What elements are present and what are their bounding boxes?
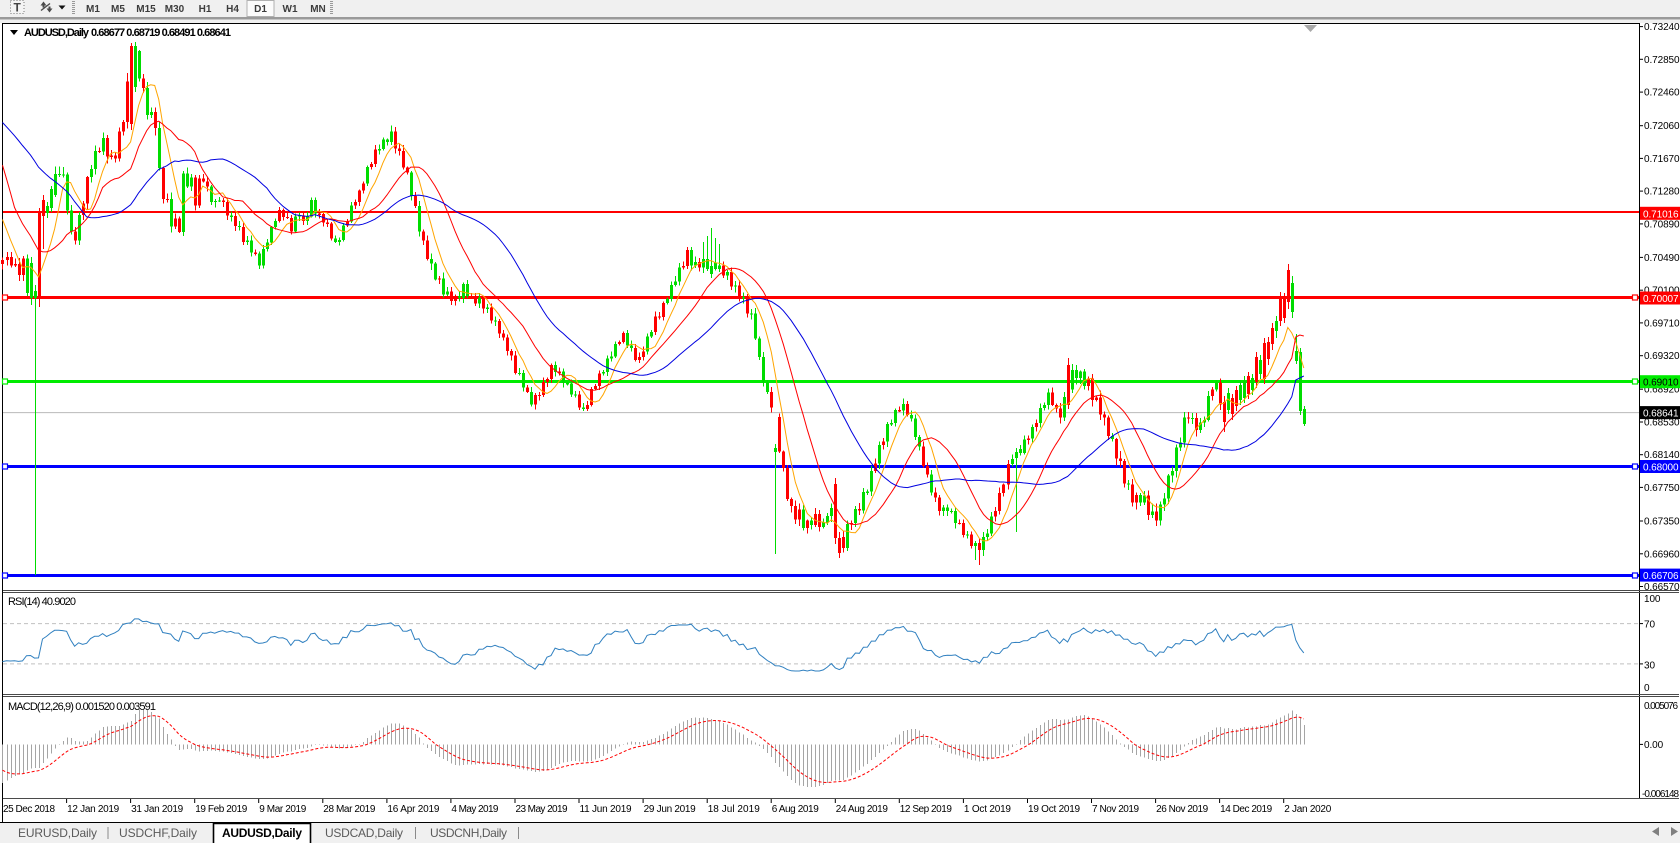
svg-text:24 Aug 2019: 24 Aug 2019 — [836, 804, 889, 815]
svg-text:7 Nov 2019: 7 Nov 2019 — [1092, 804, 1140, 815]
svg-text:0.68920: 0.68920 — [1644, 385, 1680, 396]
svg-text:0.66570: 0.66570 — [1644, 582, 1680, 593]
svg-text:70: 70 — [1644, 620, 1655, 631]
svg-text:0: 0 — [1644, 683, 1650, 694]
svg-text:0.70490: 0.70490 — [1644, 253, 1680, 264]
svg-text:0.71280: 0.71280 — [1644, 187, 1680, 198]
svg-text:0.66960: 0.66960 — [1644, 549, 1680, 560]
svg-text:AUDUSD,Daily: AUDUSD,Daily — [24, 27, 90, 39]
svg-text:0.70890: 0.70890 — [1644, 219, 1680, 230]
svg-text:6 Aug 2019: 6 Aug 2019 — [772, 804, 820, 815]
svg-text:RSI(14) 40.9020: RSI(14) 40.9020 — [8, 596, 76, 608]
svg-text:0.68677 0.68719 0.68491 0.6864: 0.68677 0.68719 0.68491 0.68641 — [91, 27, 231, 39]
svg-text:0.70007: 0.70007 — [1643, 294, 1679, 305]
svg-text:28 Mar 2019: 28 Mar 2019 — [323, 804, 376, 815]
svg-text:0.73240: 0.73240 — [1644, 22, 1680, 33]
svg-text:0.71016: 0.71016 — [1643, 209, 1679, 220]
svg-text:14 Dec 2019: 14 Dec 2019 — [1220, 804, 1273, 815]
svg-text:0.68140: 0.68140 — [1644, 450, 1680, 461]
svg-text:MACD(12,26,9) 0.001520 0.00359: MACD(12,26,9) 0.001520 0.003591 — [8, 701, 156, 713]
svg-text:30: 30 — [1644, 661, 1655, 672]
svg-text:0.72060: 0.72060 — [1644, 121, 1680, 132]
svg-text:0.66706: 0.66706 — [1643, 571, 1679, 582]
svg-text:W1: W1 — [283, 4, 298, 15]
svg-text:0.72850: 0.72850 — [1644, 55, 1680, 66]
svg-text:H4: H4 — [226, 4, 239, 15]
svg-text:USDCAD,Daily: USDCAD,Daily — [325, 826, 403, 840]
svg-text:0.68530: 0.68530 — [1644, 418, 1680, 429]
svg-text:D1: D1 — [254, 4, 267, 15]
svg-text:M30: M30 — [165, 4, 185, 15]
svg-text:H1: H1 — [199, 4, 212, 15]
svg-text:19 Feb 2019: 19 Feb 2019 — [195, 804, 248, 815]
svg-text:0.69320: 0.69320 — [1644, 351, 1680, 362]
svg-text:EURUSD,Daily: EURUSD,Daily — [18, 826, 97, 840]
svg-text:USDCHF,Daily: USDCHF,Daily — [119, 826, 197, 840]
svg-text:AUDUSD,Daily: AUDUSD,Daily — [222, 826, 302, 840]
svg-text:26 Nov 2019: 26 Nov 2019 — [1156, 804, 1209, 815]
svg-text:T: T — [14, 1, 22, 15]
svg-text:9 Mar 2019: 9 Mar 2019 — [259, 804, 307, 815]
svg-text:4 May 2019: 4 May 2019 — [451, 804, 499, 815]
svg-text:0.00: 0.00 — [1644, 740, 1664, 751]
svg-text:USDCNH,Daily: USDCNH,Daily — [430, 826, 507, 840]
svg-text:0.68641: 0.68641 — [1643, 409, 1679, 420]
svg-text:19 Oct 2019: 19 Oct 2019 — [1028, 804, 1081, 815]
svg-text:31 Jan 2019: 31 Jan 2019 — [131, 804, 184, 815]
svg-text:25 Dec 2018: 25 Dec 2018 — [3, 804, 56, 815]
svg-text:M15: M15 — [136, 4, 156, 15]
svg-text:MN: MN — [310, 4, 326, 15]
svg-text:16 Apr 2019: 16 Apr 2019 — [387, 804, 440, 815]
svg-text:1 Oct 2019: 1 Oct 2019 — [964, 804, 1012, 815]
svg-text:0.70100: 0.70100 — [1644, 286, 1680, 297]
svg-text:-0.006148: -0.006148 — [1642, 789, 1680, 800]
svg-text:18 Jul 2019: 18 Jul 2019 — [708, 804, 761, 815]
svg-text:0.72460: 0.72460 — [1644, 88, 1680, 99]
svg-text:0.68000: 0.68000 — [1643, 463, 1679, 474]
svg-text:0.71670: 0.71670 — [1644, 154, 1680, 165]
svg-text:12 Sep 2019: 12 Sep 2019 — [900, 804, 953, 815]
svg-text:0.005076: 0.005076 — [1644, 701, 1679, 712]
svg-text:29 Jun 2019: 29 Jun 2019 — [644, 804, 697, 815]
svg-text:23 May 2019: 23 May 2019 — [516, 804, 569, 815]
svg-text:2 Jan 2020: 2 Jan 2020 — [1284, 804, 1332, 815]
svg-text:M5: M5 — [111, 4, 125, 15]
svg-text:0.67750: 0.67750 — [1644, 483, 1680, 494]
svg-text:M1: M1 — [86, 4, 100, 15]
svg-text:0.67350: 0.67350 — [1644, 517, 1680, 528]
svg-text:0.69010: 0.69010 — [1643, 378, 1679, 389]
svg-text:0.69710: 0.69710 — [1644, 318, 1680, 329]
svg-text:11 Jun 2019: 11 Jun 2019 — [580, 804, 633, 815]
svg-text:12 Jan 2019: 12 Jan 2019 — [67, 804, 120, 815]
svg-text:100: 100 — [1644, 594, 1661, 605]
